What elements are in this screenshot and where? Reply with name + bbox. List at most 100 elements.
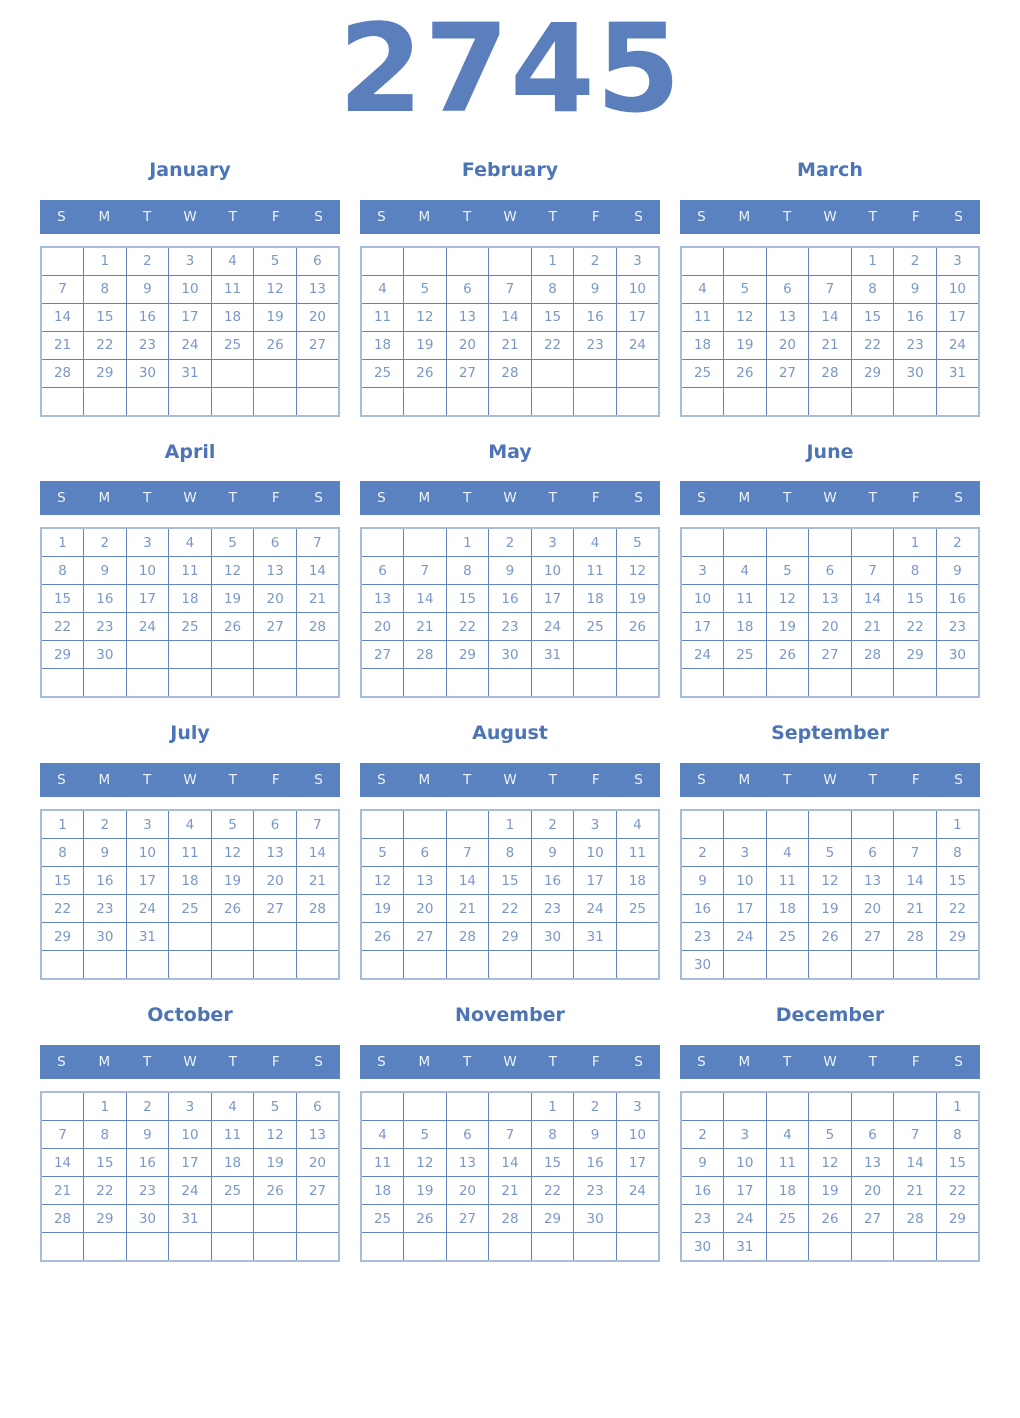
day-cell: 17 (530, 584, 575, 614)
day-cell: 9 (680, 866, 725, 896)
empty-day-cell (360, 527, 405, 558)
day-cell: 29 (83, 1204, 127, 1234)
day-cell: 24 (168, 1176, 212, 1206)
weekday-label: F (911, 1054, 920, 1071)
empty-day-cell (295, 386, 340, 417)
day-cell: 7 (295, 527, 340, 558)
day-cell: 26 (808, 1204, 852, 1234)
empty-day-cell (935, 950, 980, 980)
day-cell: 2 (83, 809, 127, 840)
day-cell: 10 (125, 838, 170, 868)
empty-day-cell (893, 1232, 937, 1262)
day-cell: 11 (680, 302, 725, 332)
day-cell: 4 (680, 274, 725, 304)
month-days-table: 1 2 3 4 5 6 7 8 9 10 11 12 13 14 15 16 17 18 19 20 21 22 23 24 2… (680, 809, 980, 981)
day-cell: 4 (573, 527, 617, 558)
day-cell: 10 (615, 1120, 660, 1150)
empty-day-cell (765, 809, 810, 840)
day-cell: 12 (723, 302, 767, 332)
empty-day-cell (615, 386, 660, 417)
empty-day-cell (850, 950, 895, 980)
day-cell: 2 (680, 1120, 725, 1150)
weekday-label: M (418, 772, 431, 789)
day-cell: 1 (40, 809, 85, 840)
weekday-label: W (503, 772, 517, 789)
empty-day-cell (723, 668, 767, 698)
day-cell: 15 (488, 866, 532, 896)
weekday-label: S (377, 1054, 386, 1071)
day-cell: 9 (125, 274, 170, 304)
day-cell: 6 (765, 274, 810, 304)
month-title: November (455, 1004, 565, 1027)
day-cell: 19 (210, 584, 255, 614)
day-cell: 13 (360, 584, 405, 614)
empty-day-cell (295, 922, 340, 952)
day-cell: 26 (403, 358, 447, 388)
weekday-label: M (418, 490, 431, 507)
empty-day-cell (488, 668, 532, 698)
month-days-table: 1 2 3 4 5 6 7 8 9 10 11 12 13 14 15 16 17 18 19 20 21 22 23 24 2… (40, 1091, 340, 1263)
day-cell: 29 (40, 640, 85, 670)
day-cell: 27 (850, 1204, 895, 1234)
day-cell: 21 (850, 612, 895, 642)
day-cell: 22 (530, 1176, 575, 1206)
day-cell: 14 (488, 302, 532, 332)
weekday-label: M (738, 208, 751, 225)
day-cell: 11 (360, 1148, 405, 1178)
weekday-label: S (57, 1054, 66, 1071)
day-cell: 13 (445, 1148, 490, 1178)
empty-day-cell (573, 640, 617, 670)
day-cell: 5 (723, 274, 767, 304)
empty-day-cell (765, 386, 810, 417)
weekday-label: S (634, 772, 643, 789)
day-cell: 20 (295, 1148, 340, 1178)
weekday-label: W (183, 208, 197, 225)
weekday-label: S (314, 1054, 323, 1071)
day-cell: 20 (850, 1176, 895, 1206)
day-cell: 12 (253, 274, 297, 304)
day-cell: 12 (210, 838, 255, 868)
day-cell: 6 (403, 838, 447, 868)
day-cell: 16 (83, 866, 127, 896)
week-row: 15 16 17 18 19 20 21 (40, 584, 340, 614)
day-cell: 5 (210, 527, 255, 558)
week-row: 14 15 16 17 18 19 20 (40, 1148, 340, 1178)
week-row: 18 19 20 21 22 23 24 (680, 330, 980, 360)
day-cell: 30 (83, 640, 127, 670)
week-row (40, 1232, 340, 1262)
month-days-table: 1 2 3 4 5 6 7 8 9 10 11 12 13 14 15 16 17 18 19 20 21 22 23 24 2… (680, 245, 980, 417)
week-row: 26 27 28 29 30 31 (360, 922, 660, 952)
day-cell: 7 (808, 274, 852, 304)
day-cell: 24 (723, 1204, 767, 1234)
day-cell: 5 (253, 1091, 297, 1122)
week-row: 9 10 11 12 13 14 15 (680, 1148, 980, 1178)
empty-day-cell (765, 668, 810, 698)
day-cell: 28 (40, 358, 85, 388)
weekday-label: F (591, 772, 600, 789)
empty-day-cell (168, 668, 212, 698)
empty-day-cell (125, 386, 170, 417)
week-row: 9 10 11 12 13 14 15 (680, 866, 980, 896)
weekday-label: W (823, 208, 837, 225)
day-cell: 26 (210, 612, 255, 642)
empty-day-cell (445, 386, 490, 417)
week-row: 16 17 18 19 20 21 22 (680, 1176, 980, 1206)
day-cell: 30 (530, 922, 575, 952)
empty-day-cell (893, 809, 937, 840)
day-cell: 5 (615, 527, 660, 558)
empty-day-cell (723, 1091, 767, 1122)
empty-day-cell (530, 668, 575, 698)
day-cell: 22 (83, 1176, 127, 1206)
weekday-label: S (314, 490, 323, 507)
week-row: 7 8 9 10 11 12 13 (40, 1120, 340, 1150)
empty-day-cell (765, 527, 810, 558)
day-cell: 21 (40, 1176, 85, 1206)
day-cell: 22 (893, 612, 937, 642)
day-cell: 9 (935, 556, 980, 586)
